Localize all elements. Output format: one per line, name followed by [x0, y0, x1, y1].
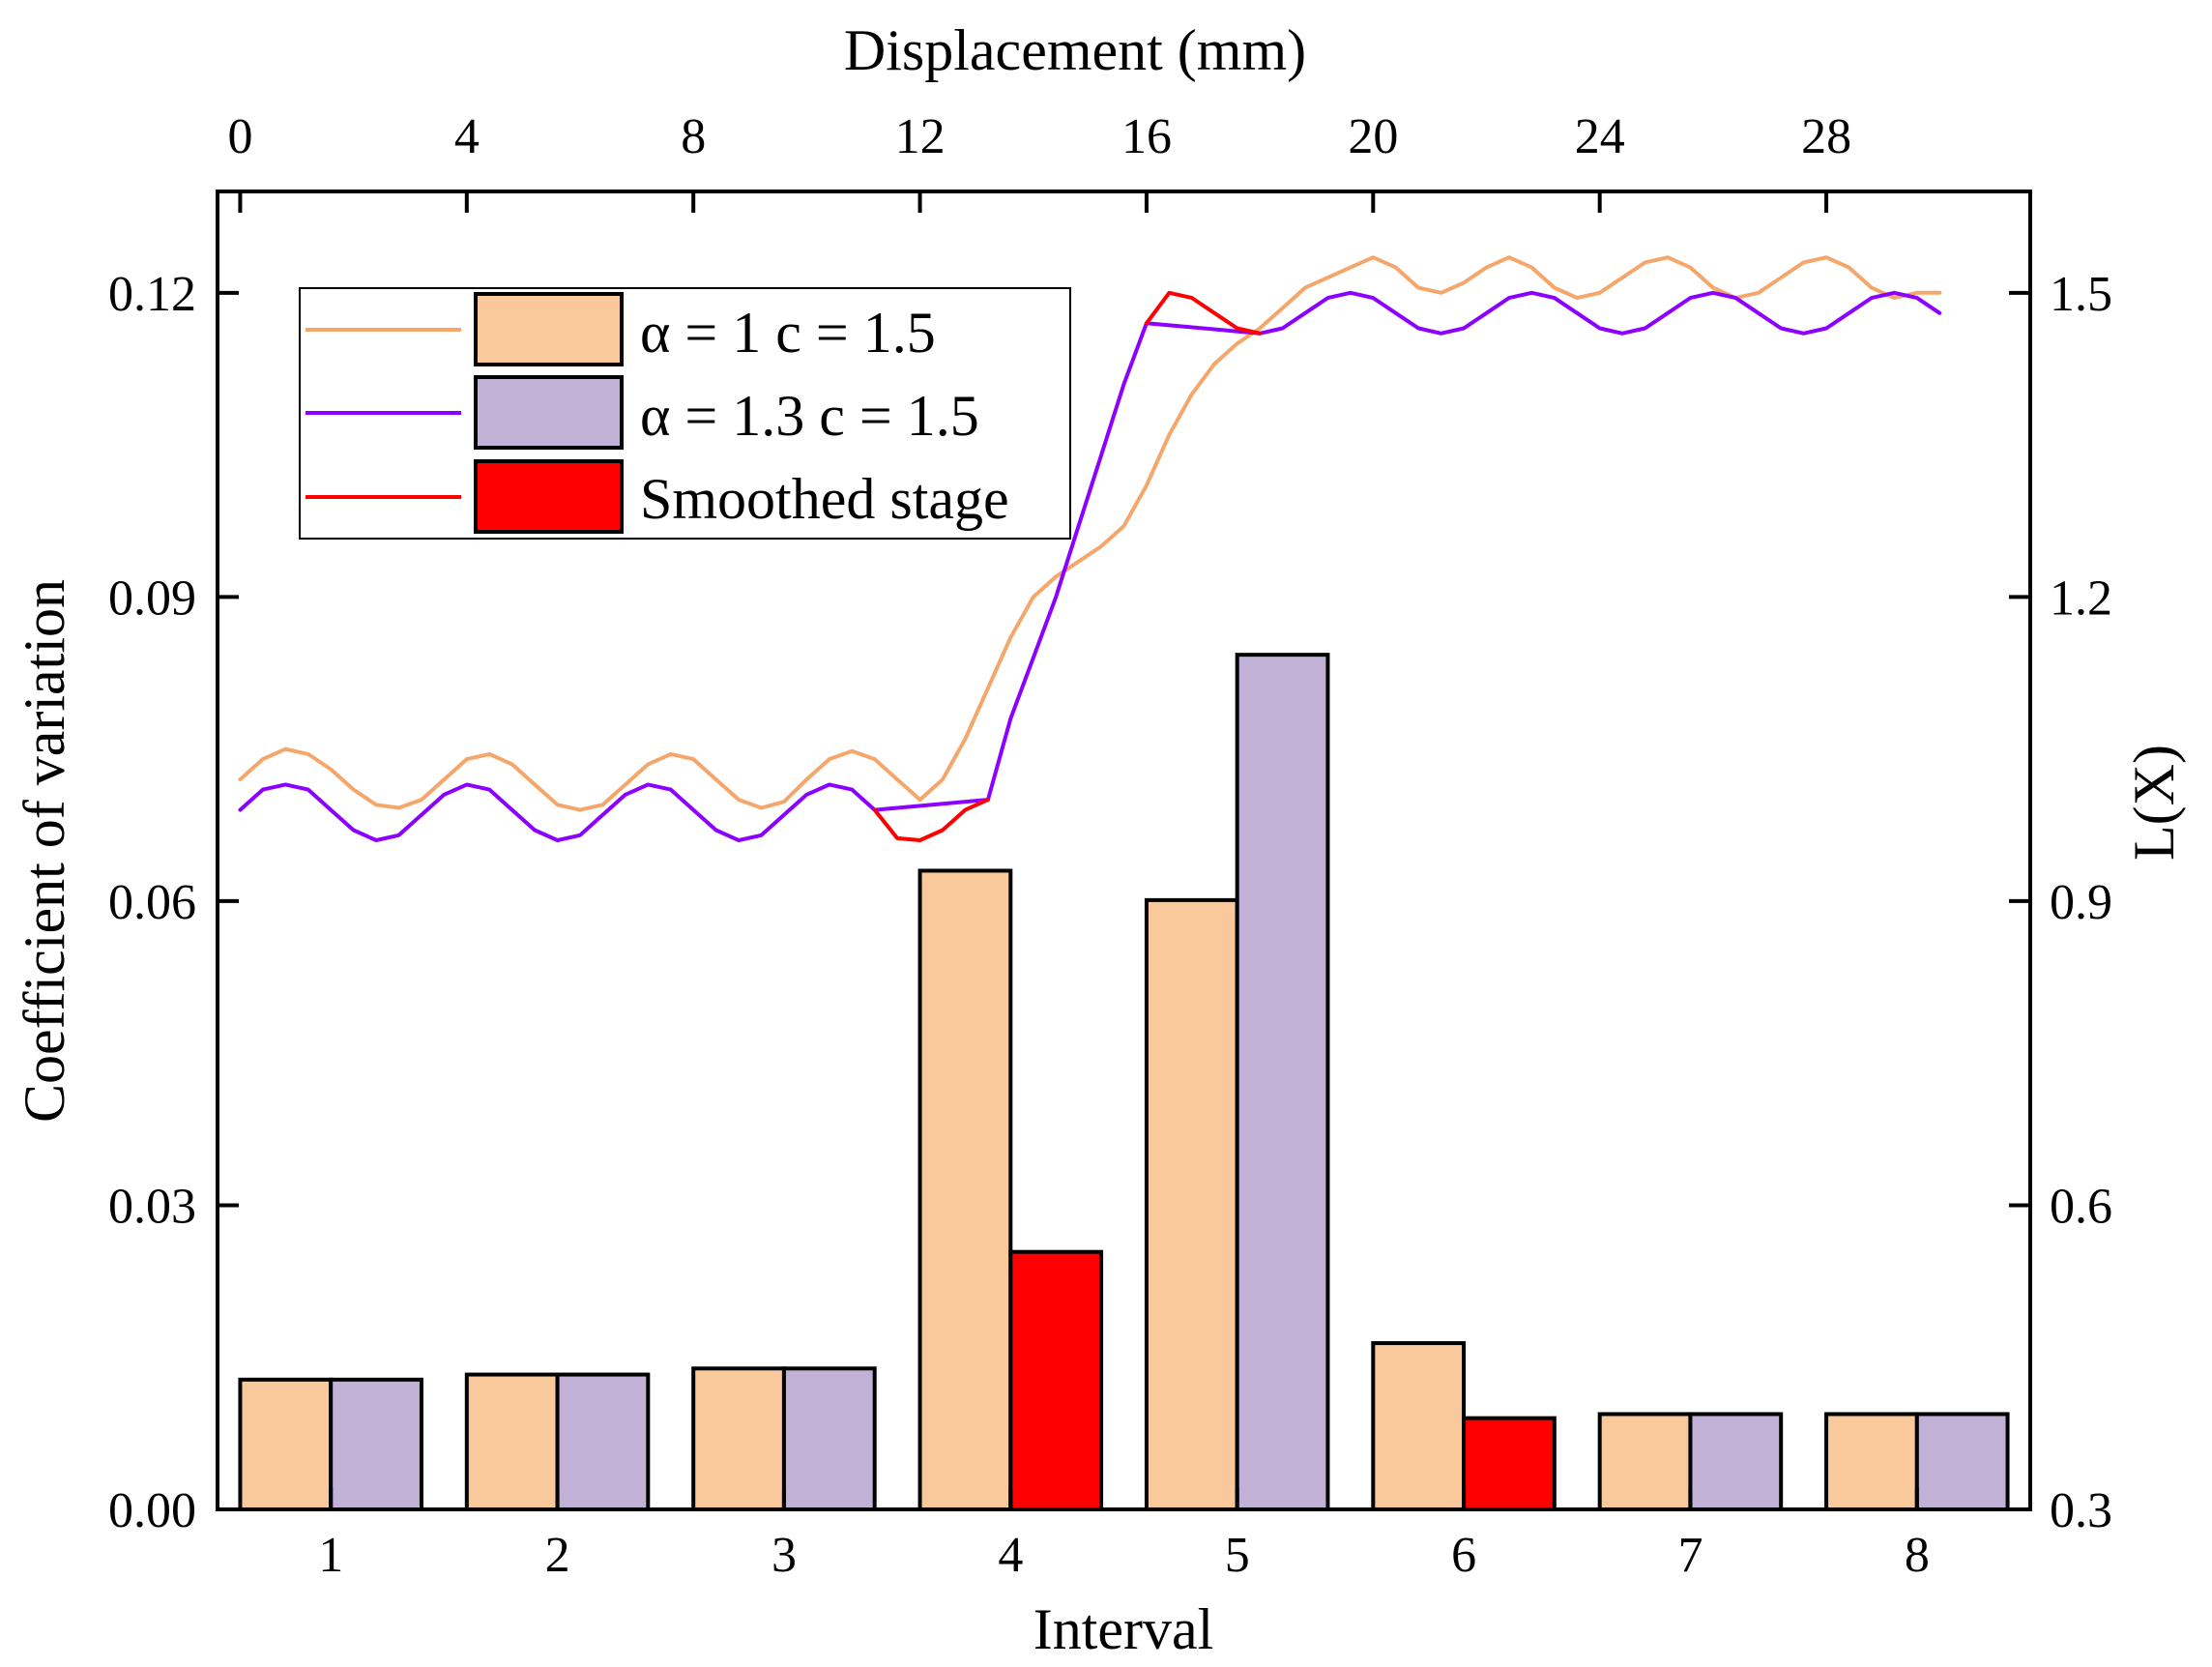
series-line [238, 255, 1942, 812]
legend-entry: α = 1 c = 1.5 [306, 292, 936, 366]
x2-axis-title: Displacement (mm) [844, 18, 1306, 82]
y-axis-title: Coefficient of variation [13, 579, 76, 1123]
series-line-smoothed [872, 798, 990, 842]
x2-tick-label: 4 [454, 109, 480, 164]
legend-label: α = 1 c = 1.5 [640, 301, 936, 365]
y2-tick-label: 0.6 [2050, 1179, 2112, 1234]
x-tick-label: 5 [1225, 1528, 1250, 1583]
x2-tick-label: 28 [1801, 109, 1851, 164]
tick-layer: 1 2 3 4 5 6 7 80 4 8 12 16 20 24 280.000.030.060.090.1… [108, 109, 2112, 1583]
y2-axis-title: L(X) [2122, 745, 2186, 861]
legend-label: α = 1.3 c = 1.5 [640, 384, 979, 448]
x-tick-label: 6 [1451, 1528, 1476, 1583]
x-axis-title: Interval [1033, 1597, 1214, 1661]
bar [555, 1372, 651, 1511]
y-tick-label: 0.03 [108, 1179, 196, 1234]
bar-layer [238, 653, 2010, 1512]
plot-frame [216, 190, 2032, 1511]
x-tick-label: 1 [318, 1528, 343, 1583]
y2-tick-label: 0.9 [2050, 875, 2112, 930]
bar [1597, 1412, 1693, 1511]
x2-tick-label: 16 [1121, 109, 1172, 164]
bar [781, 1366, 877, 1511]
legend-bar-swatch [474, 459, 624, 534]
x2-tick-label: 20 [1348, 109, 1398, 164]
y-tick-label: 0.06 [108, 875, 196, 930]
x2-tick-label: 24 [1575, 109, 1625, 164]
y2-tick-label: 1.2 [2050, 570, 2112, 626]
bar [464, 1372, 560, 1511]
legend-bar-swatch [474, 292, 624, 366]
bar [1914, 1412, 2010, 1511]
x2-tick-label: 12 [895, 109, 946, 164]
y2-tick-label: 0.3 [2050, 1483, 2112, 1538]
x-tick-label: 3 [771, 1528, 797, 1583]
bar [238, 1377, 334, 1511]
y-tick-label: 0.00 [108, 1483, 196, 1538]
x-tick-label: 7 [1677, 1528, 1703, 1583]
bar [1371, 1341, 1467, 1512]
bar-smoothed [1008, 1249, 1104, 1512]
legend-entry: Smoothed stage [306, 459, 1009, 534]
legend-bar-swatch [474, 375, 624, 450]
y-tick-label: 0.12 [108, 267, 196, 322]
series-line-smoothed [1144, 290, 1263, 336]
bar [1144, 897, 1239, 1511]
x2-tick-label: 0 [227, 109, 252, 164]
x2-tick-label: 8 [681, 109, 706, 164]
line-layer [238, 255, 1942, 842]
bar-smoothed [1462, 1416, 1557, 1511]
x-tick-label: 2 [545, 1528, 570, 1583]
legend-entry: α = 1.3 c = 1.5 [306, 375, 979, 450]
bar [1824, 1412, 1919, 1511]
bar [917, 868, 1013, 1511]
legend: α = 1 c = 1.5 α = 1.3 c = 1.5 Smoothed s… [299, 287, 1071, 540]
legend-label: Smoothed stage [640, 467, 1009, 531]
bar [1235, 653, 1330, 1511]
bar [691, 1366, 786, 1511]
series-line [238, 290, 1942, 842]
bar [1688, 1412, 1784, 1511]
x-tick-label: 4 [998, 1528, 1023, 1583]
bar [329, 1377, 423, 1511]
x-tick-label: 8 [1905, 1528, 1930, 1583]
y-tick-label: 0.09 [108, 570, 196, 626]
y2-tick-label: 1.5 [2050, 267, 2112, 322]
